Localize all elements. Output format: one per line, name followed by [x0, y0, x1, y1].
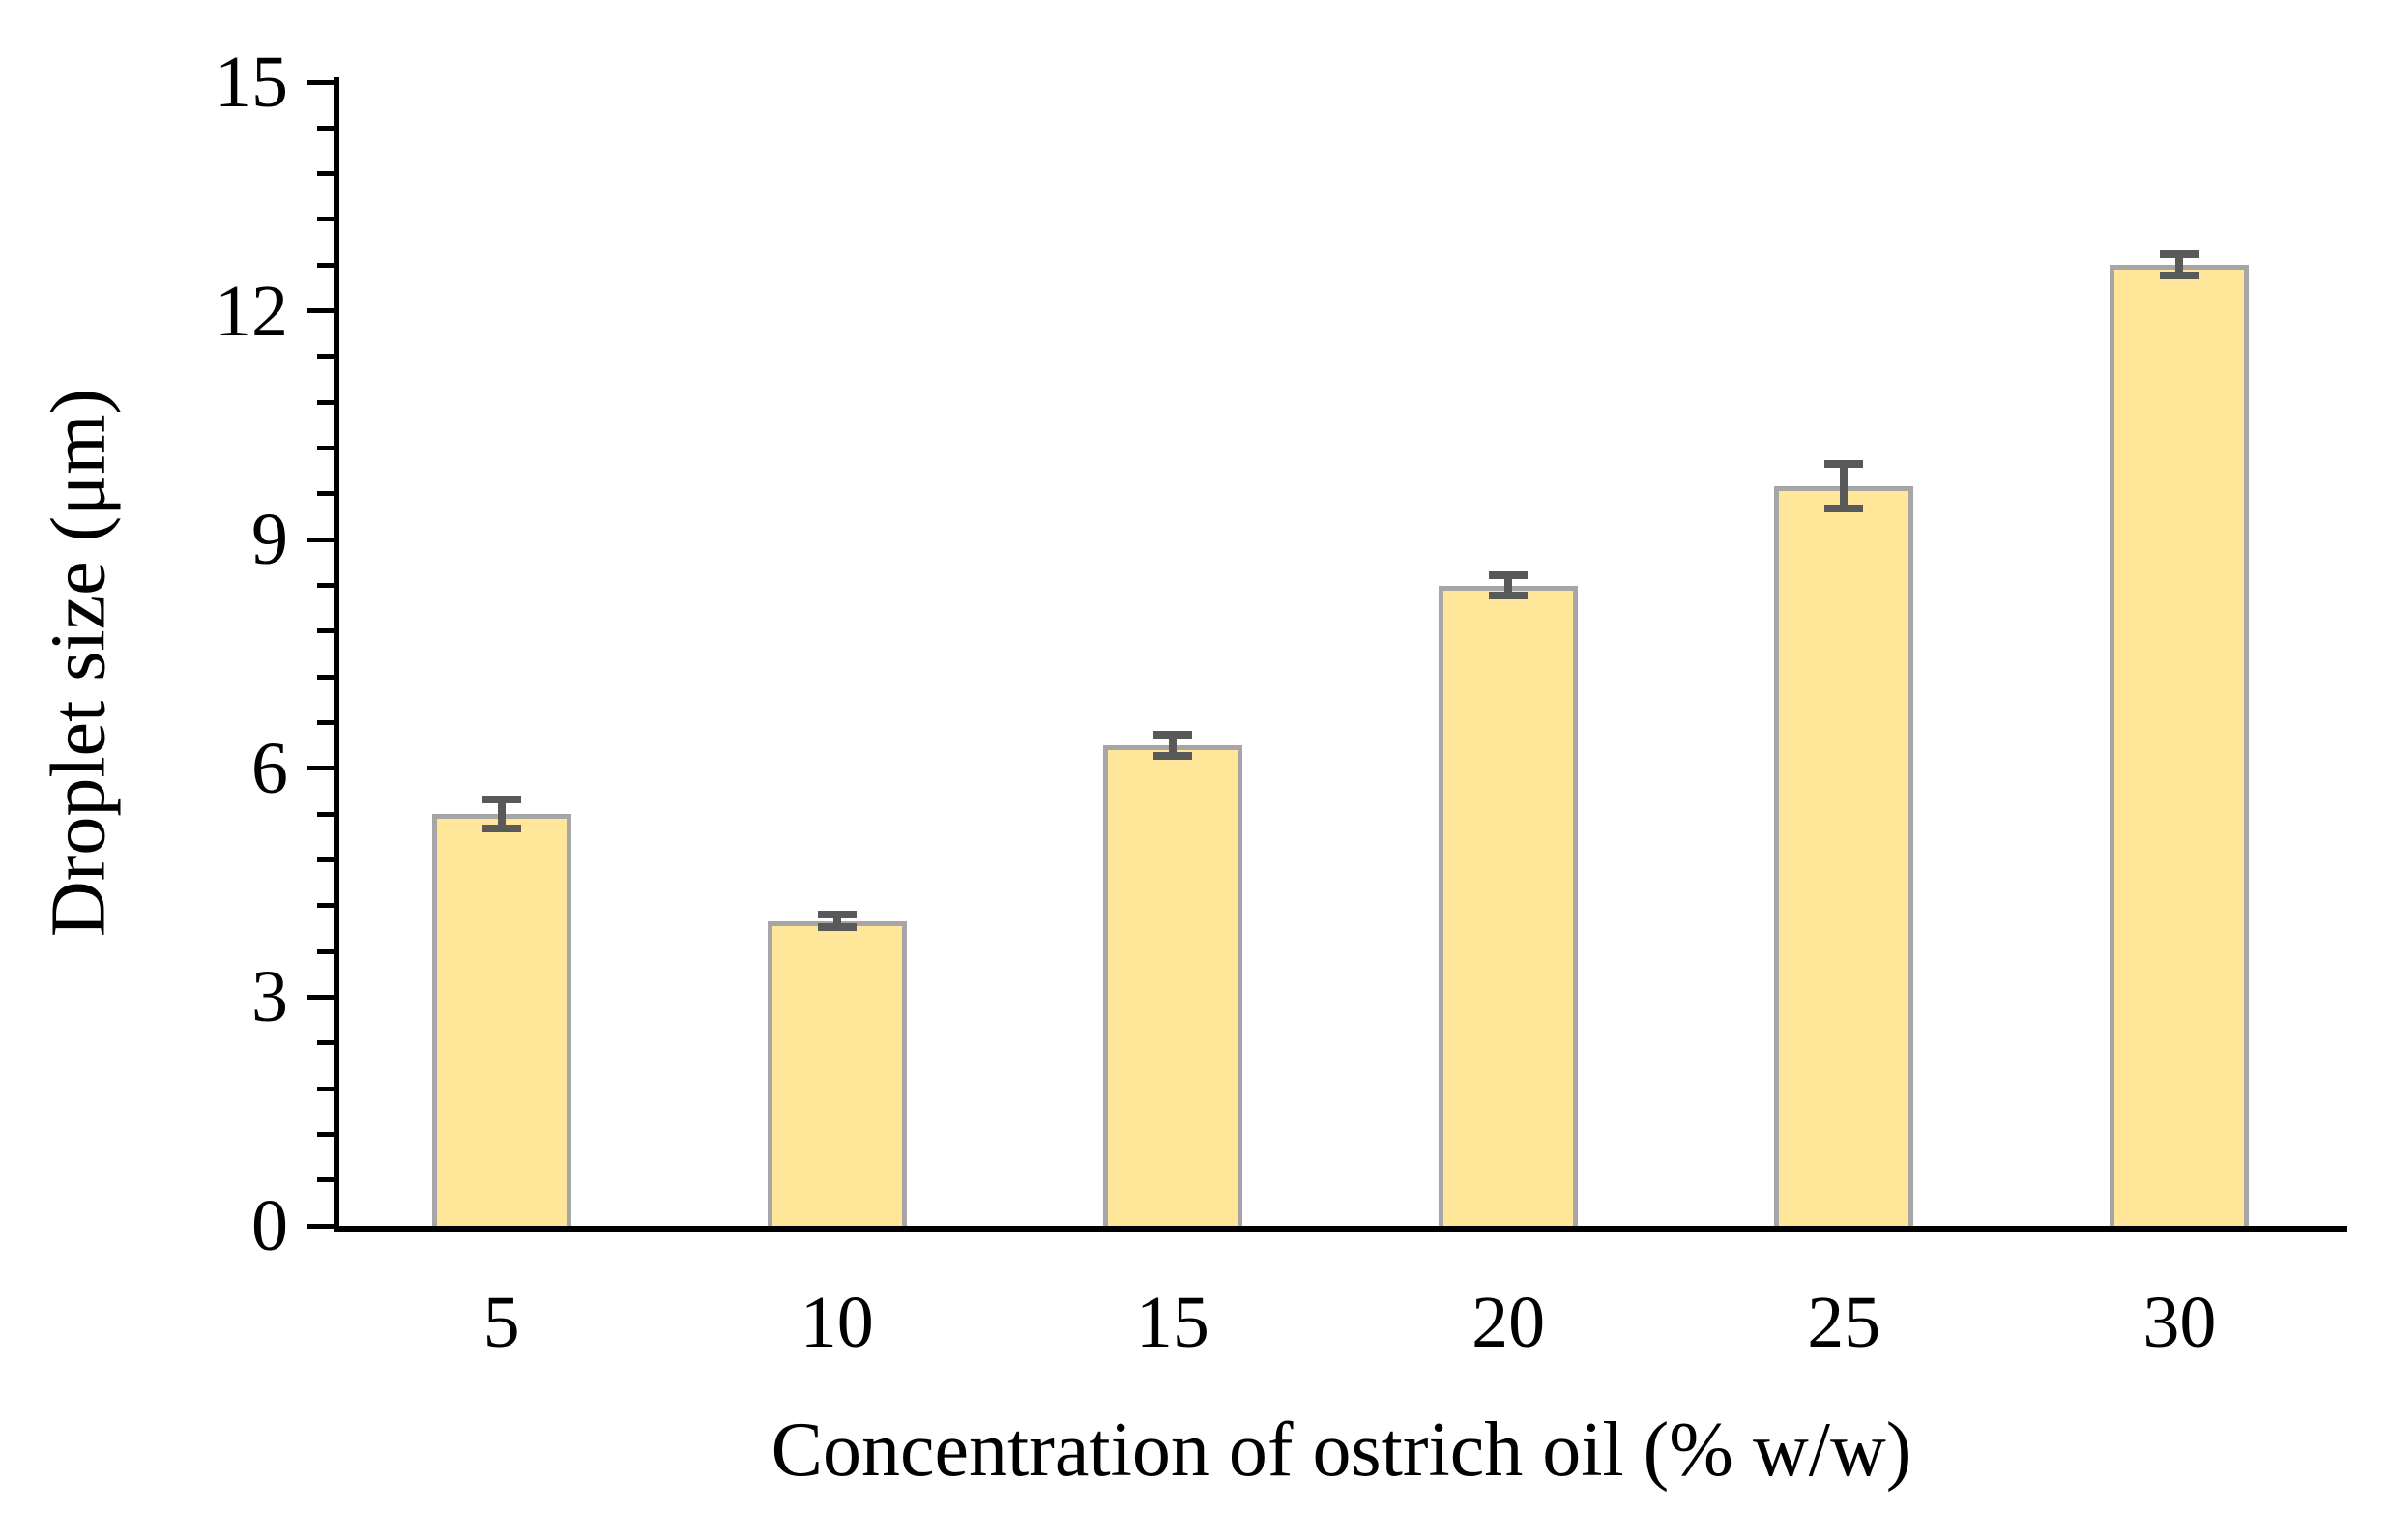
y-minor-tick [317, 811, 334, 817]
y-minor-tick [317, 674, 334, 680]
y-major-tick [307, 766, 334, 771]
y-tick-label: 3 [251, 956, 288, 1038]
y-tick-label: 15 [215, 42, 288, 123]
error-bar-line [497, 802, 506, 826]
y-minor-tick [317, 1086, 334, 1091]
y-tick-label: 6 [251, 727, 288, 809]
error-bar-line [1168, 738, 1177, 754]
error-bar-line [1840, 467, 1849, 506]
y-minor-tick [317, 354, 334, 360]
y-major-tick [307, 994, 334, 1000]
y-minor-tick [317, 903, 334, 909]
x-tick-label: 30 [2142, 1282, 2217, 1363]
bar-30pct [2110, 265, 2250, 1226]
error-bar-cap-top [1152, 731, 1192, 740]
error-bar-line [1504, 577, 1513, 594]
y-minor-tick [317, 262, 334, 268]
y-minor-tick [317, 399, 334, 405]
error-bar-cap-top [1824, 460, 1864, 469]
error-bar-line [832, 916, 841, 925]
y-tick-label: 9 [251, 499, 288, 581]
x-tick-label: 25 [1807, 1282, 1881, 1363]
x-tick-label: 10 [800, 1282, 874, 1363]
error-bar-cap-top [1489, 570, 1529, 579]
y-minor-tick [317, 857, 334, 862]
y-major-tick [307, 79, 334, 85]
bar-10pct [767, 920, 907, 1226]
error-bar-cap-top [817, 910, 857, 918]
y-major-tick [307, 537, 334, 542]
y-minor-tick [317, 1040, 334, 1046]
y-minor-tick [317, 491, 334, 497]
y-minor-tick [317, 948, 334, 954]
error-bar-cap-bottom [1824, 504, 1864, 512]
x-tick-label: 5 [482, 1282, 520, 1363]
y-minor-tick [317, 583, 334, 589]
bar-5pct [431, 814, 571, 1226]
y-minor-tick [317, 719, 334, 725]
error-bar-cap-top [481, 796, 521, 804]
y-minor-tick [317, 171, 334, 177]
y-minor-tick [317, 628, 334, 634]
bar-25pct [1774, 485, 1914, 1226]
error-bar-line [2175, 257, 2184, 274]
x-axis-line [334, 1226, 2347, 1232]
error-bar-cap-bottom [1489, 592, 1529, 600]
y-minor-tick [317, 217, 334, 222]
bar-20pct [1439, 585, 1579, 1226]
y-minor-tick [317, 446, 334, 451]
y-tick-label: 0 [251, 1185, 288, 1266]
y-axis-title: Droplet size (μm) [36, 388, 122, 938]
y-minor-tick [317, 1131, 334, 1137]
error-bar-cap-bottom [1152, 752, 1192, 761]
bar-15pct [1102, 745, 1242, 1226]
x-axis-title: Concentration of ostrich oil (% w/w) [771, 1408, 1912, 1493]
error-bar-cap-bottom [2160, 272, 2199, 280]
y-minor-tick [317, 125, 334, 131]
y-axis-line [334, 77, 339, 1232]
y-major-tick [307, 1223, 334, 1229]
x-tick-label: 20 [1471, 1282, 1546, 1363]
y-major-tick [307, 308, 334, 314]
error-bar-cap-top [2160, 250, 2199, 259]
y-tick-label: 12 [215, 270, 288, 352]
x-tick-label: 15 [1135, 1282, 1209, 1363]
error-bar-cap-bottom [481, 824, 521, 832]
error-bar-cap-bottom [817, 923, 857, 932]
y-minor-tick [317, 1177, 334, 1183]
